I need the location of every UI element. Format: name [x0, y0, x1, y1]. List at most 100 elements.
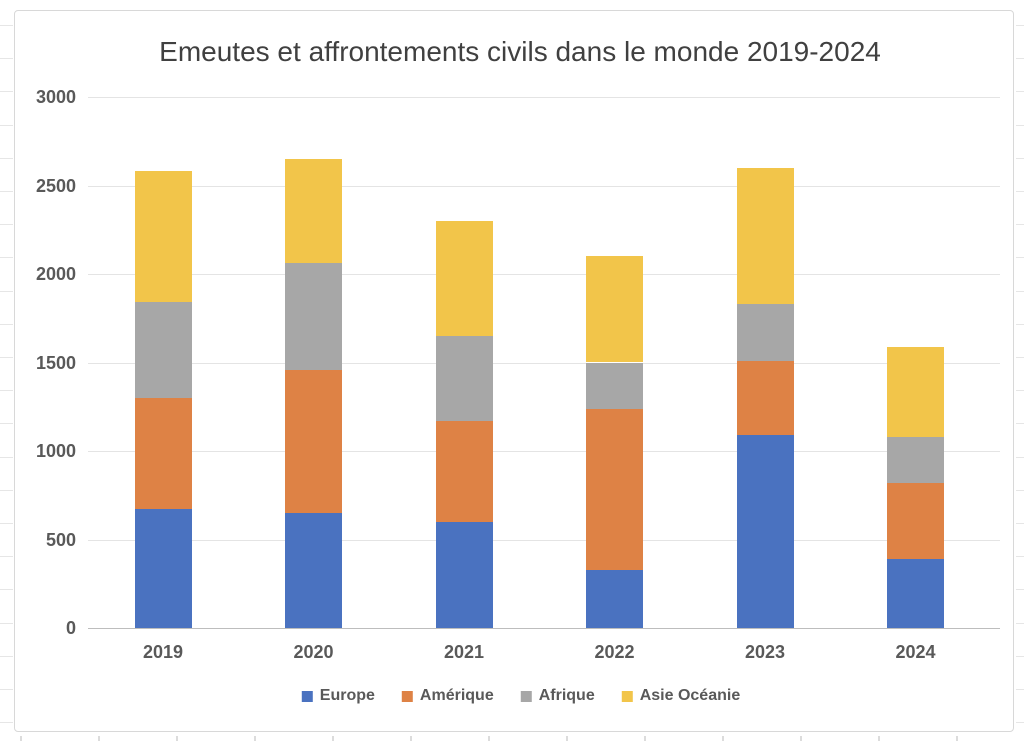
- bar-segment-am-rique-2020[interactable]: [285, 369, 342, 513]
- row-line-stub: [1016, 191, 1024, 192]
- legend-item-afrique[interactable]: Afrique: [520, 687, 595, 705]
- row-line-stub: [0, 224, 13, 226]
- y-tick-label: 500: [45, 529, 76, 550]
- bar-segment-asie-oc-anie-2024[interactable]: [887, 346, 944, 437]
- bar-segment-asie-oc-anie-2020[interactable]: [285, 158, 342, 264]
- bar-segment-am-rique-2024[interactable]: [887, 482, 944, 559]
- column-line-stub: [332, 736, 334, 741]
- bar-segment-afrique-2019[interactable]: [134, 302, 192, 398]
- column-line-stub: [800, 736, 802, 741]
- legend-swatch-icon: [520, 690, 532, 702]
- bar-segment-asie-oc-anie-2023[interactable]: [736, 167, 794, 305]
- legend-label: Europe: [319, 687, 375, 704]
- legend-item-asie-oc-anie[interactable]: Asie Océanie: [621, 687, 741, 705]
- bar-segment-europe-2023[interactable]: [736, 435, 794, 628]
- bar-segment-am-rique-2023[interactable]: [736, 360, 794, 436]
- legend[interactable]: Europe Amérique Afrique Asie Océanie: [301, 687, 741, 705]
- bar-segment-afrique-2020[interactable]: [285, 263, 342, 370]
- row-line-stub: [1016, 523, 1024, 524]
- legend-item-am-rique[interactable]: Amérique: [401, 687, 494, 705]
- row-line-stub: [0, 357, 13, 358]
- row-line-stub: [0, 489, 13, 491]
- x-tick-label-2019: 2019: [142, 642, 184, 662]
- row-line-stub: [0, 523, 13, 524]
- legend-item-europe[interactable]: Europe: [301, 687, 375, 705]
- bar-segment-afrique-2024[interactable]: [887, 436, 944, 483]
- gridline: [88, 362, 1000, 364]
- row-line-stub: [0, 622, 13, 624]
- row-line-stub: [1016, 323, 1024, 325]
- column-line-stub: [722, 736, 724, 741]
- row-line-stub: [1016, 390, 1024, 392]
- bar-segment-am-rique-2021[interactable]: [435, 420, 493, 522]
- row-line-stub: [0, 58, 13, 60]
- row-line-stub: [1016, 456, 1024, 458]
- bar-segment-asie-oc-anie-2021[interactable]: [435, 220, 493, 336]
- row-line-stub: [1016, 91, 1024, 93]
- bar-segment-asie-oc-anie-2019[interactable]: [134, 171, 192, 303]
- y-tick-label: 2000: [35, 264, 76, 284]
- bar-segment-europe-2021[interactable]: [435, 521, 493, 628]
- column-line-stub: [878, 736, 880, 741]
- row-line-stub: [1016, 357, 1024, 358]
- bar-segment-europe-2020[interactable]: [285, 512, 342, 628]
- row-line-stub: [0, 25, 13, 26]
- y-tick-label: 3000: [35, 87, 76, 107]
- row-line-stub: [0, 556, 13, 558]
- row-line-stub: [0, 390, 13, 392]
- row-line-stub: [0, 257, 13, 259]
- y-tick-label: 2500: [35, 175, 76, 196]
- legend-swatch-icon: [301, 690, 313, 702]
- column-line-stub: [566, 736, 568, 741]
- gridline: [88, 97, 1000, 98]
- column-line-stub: [98, 736, 100, 741]
- column-line-stub: [20, 736, 22, 741]
- row-line-stub: [1016, 589, 1024, 591]
- y-tick-label: 1000: [35, 441, 76, 461]
- row-line-stub: [0, 689, 13, 690]
- chart-title[interactable]: Emeutes et affrontements civils dans le …: [159, 36, 881, 67]
- bar-segment-am-rique-2022[interactable]: [586, 408, 643, 570]
- gridline: [88, 274, 1000, 275]
- column-line-stub: [410, 736, 412, 741]
- row-line-stub: [0, 655, 13, 657]
- x-tick-label-2021: 2021: [443, 642, 485, 662]
- x-tick-label-2024: 2024: [895, 642, 936, 662]
- row-line-stub: [0, 124, 13, 126]
- x-tick-label-2022: 2022: [594, 642, 635, 662]
- gridline: [88, 185, 1000, 187]
- legend-label: Asie Océanie: [639, 687, 741, 704]
- row-line-stub: [1016, 124, 1024, 126]
- legend-swatch-icon: [401, 690, 413, 702]
- row-line-stub: [1016, 224, 1024, 226]
- row-line-stub: [0, 589, 13, 591]
- row-line-stub: [1016, 257, 1024, 259]
- row-line-stub: [0, 157, 13, 159]
- bar-segment-afrique-2022[interactable]: [586, 362, 643, 409]
- bar-segment-europe-2019[interactable]: [134, 509, 192, 628]
- row-line-stub: [0, 456, 13, 458]
- legend-swatch-icon: [621, 690, 633, 702]
- row-line-stub: [1016, 157, 1024, 159]
- row-line-stub: [0, 191, 13, 192]
- x-tick-label-2023: 2023: [744, 642, 786, 662]
- y-tick-label: 0: [65, 618, 76, 638]
- row-line-stub: [0, 423, 13, 425]
- row-line-stub: [0, 91, 13, 93]
- row-line-stub: [1016, 290, 1024, 292]
- bar-segment-europe-2022[interactable]: [586, 569, 643, 628]
- column-line-stub: [254, 736, 256, 741]
- row-line-stub: [1016, 489, 1024, 491]
- bar-segment-asie-oc-anie-2022[interactable]: [586, 256, 643, 363]
- bar-segment-afrique-2023[interactable]: [736, 304, 794, 361]
- gridline: [88, 451, 1000, 452]
- x-axis-line: [88, 628, 1000, 629]
- row-line-stub: [1016, 556, 1024, 558]
- column-line-stub: [956, 736, 958, 741]
- bar-segment-europe-2024[interactable]: [887, 558, 944, 628]
- row-line-stub: [1016, 25, 1024, 26]
- column-line-stub: [176, 736, 178, 741]
- bar-segment-am-rique-2019[interactable]: [134, 397, 192, 510]
- bar-segment-afrique-2021[interactable]: [435, 335, 493, 421]
